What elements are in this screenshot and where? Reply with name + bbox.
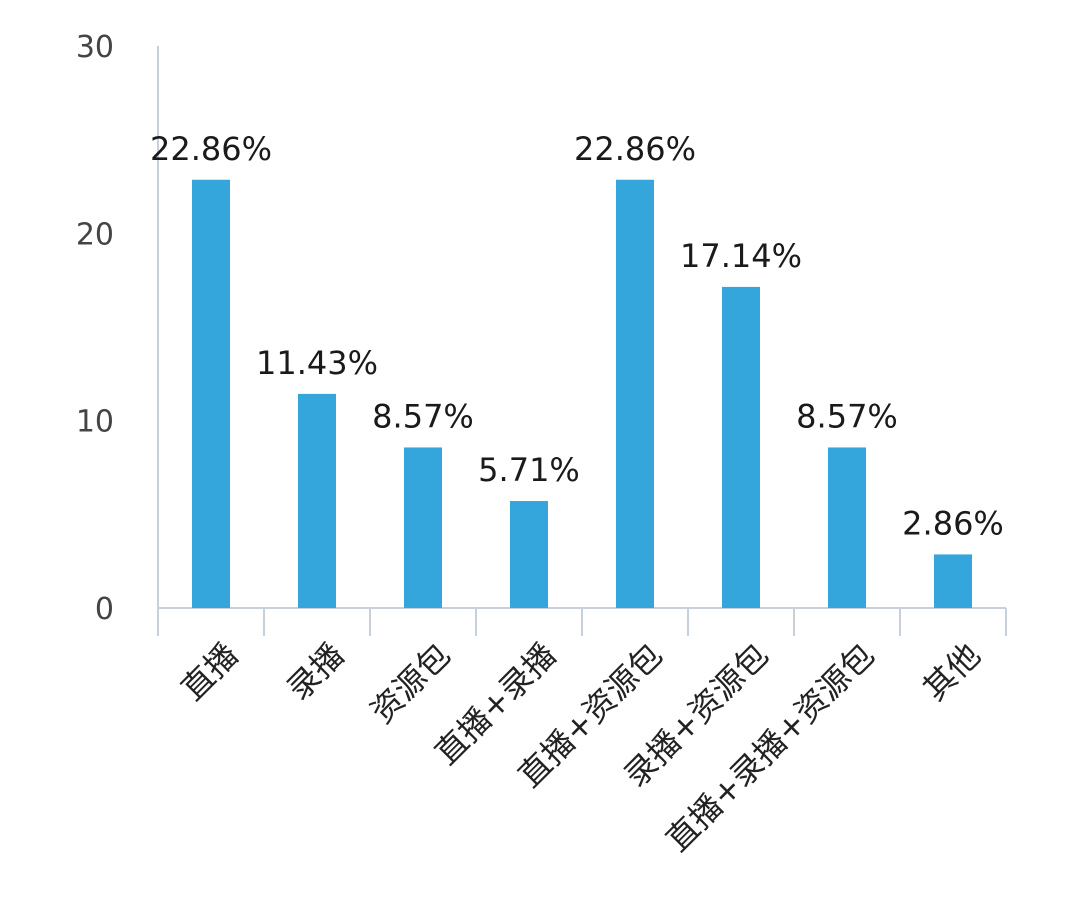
bar bbox=[828, 447, 866, 608]
data-label: 22.86% bbox=[574, 130, 696, 168]
category-label: 其他 bbox=[915, 636, 987, 708]
category-label: 直播 bbox=[173, 636, 245, 708]
y-axis-ticks: 0 10 20 30 bbox=[76, 30, 114, 627]
category-label: 资源包 bbox=[363, 636, 458, 731]
bar bbox=[616, 179, 654, 609]
bar bbox=[404, 447, 442, 608]
bar bbox=[192, 179, 230, 609]
bar bbox=[510, 501, 548, 608]
y-tick-label: 30 bbox=[76, 30, 114, 65]
data-label: 2.86% bbox=[902, 504, 1004, 542]
x-axis-ticks bbox=[157, 608, 1007, 636]
y-tick-label: 10 bbox=[76, 405, 114, 440]
bar bbox=[298, 393, 336, 608]
bar bbox=[934, 554, 972, 608]
bars bbox=[192, 179, 972, 609]
y-tick-label: 0 bbox=[95, 592, 114, 627]
data-label: 5.71% bbox=[478, 451, 580, 489]
category-label: 录播 bbox=[279, 636, 351, 708]
data-label: 17.14% bbox=[680, 237, 802, 275]
data-label: 8.57% bbox=[796, 397, 898, 435]
category-label: 直播+录播+资源包 bbox=[658, 636, 881, 859]
data-label: 8.57% bbox=[372, 397, 474, 435]
data-label: 11.43% bbox=[256, 344, 378, 382]
data-labels: 22.86%11.43%8.57%5.71%22.86%17.14%8.57%2… bbox=[150, 130, 1004, 543]
y-tick-label: 20 bbox=[76, 217, 114, 252]
data-label: 22.86% bbox=[150, 130, 272, 168]
bar bbox=[722, 286, 760, 608]
